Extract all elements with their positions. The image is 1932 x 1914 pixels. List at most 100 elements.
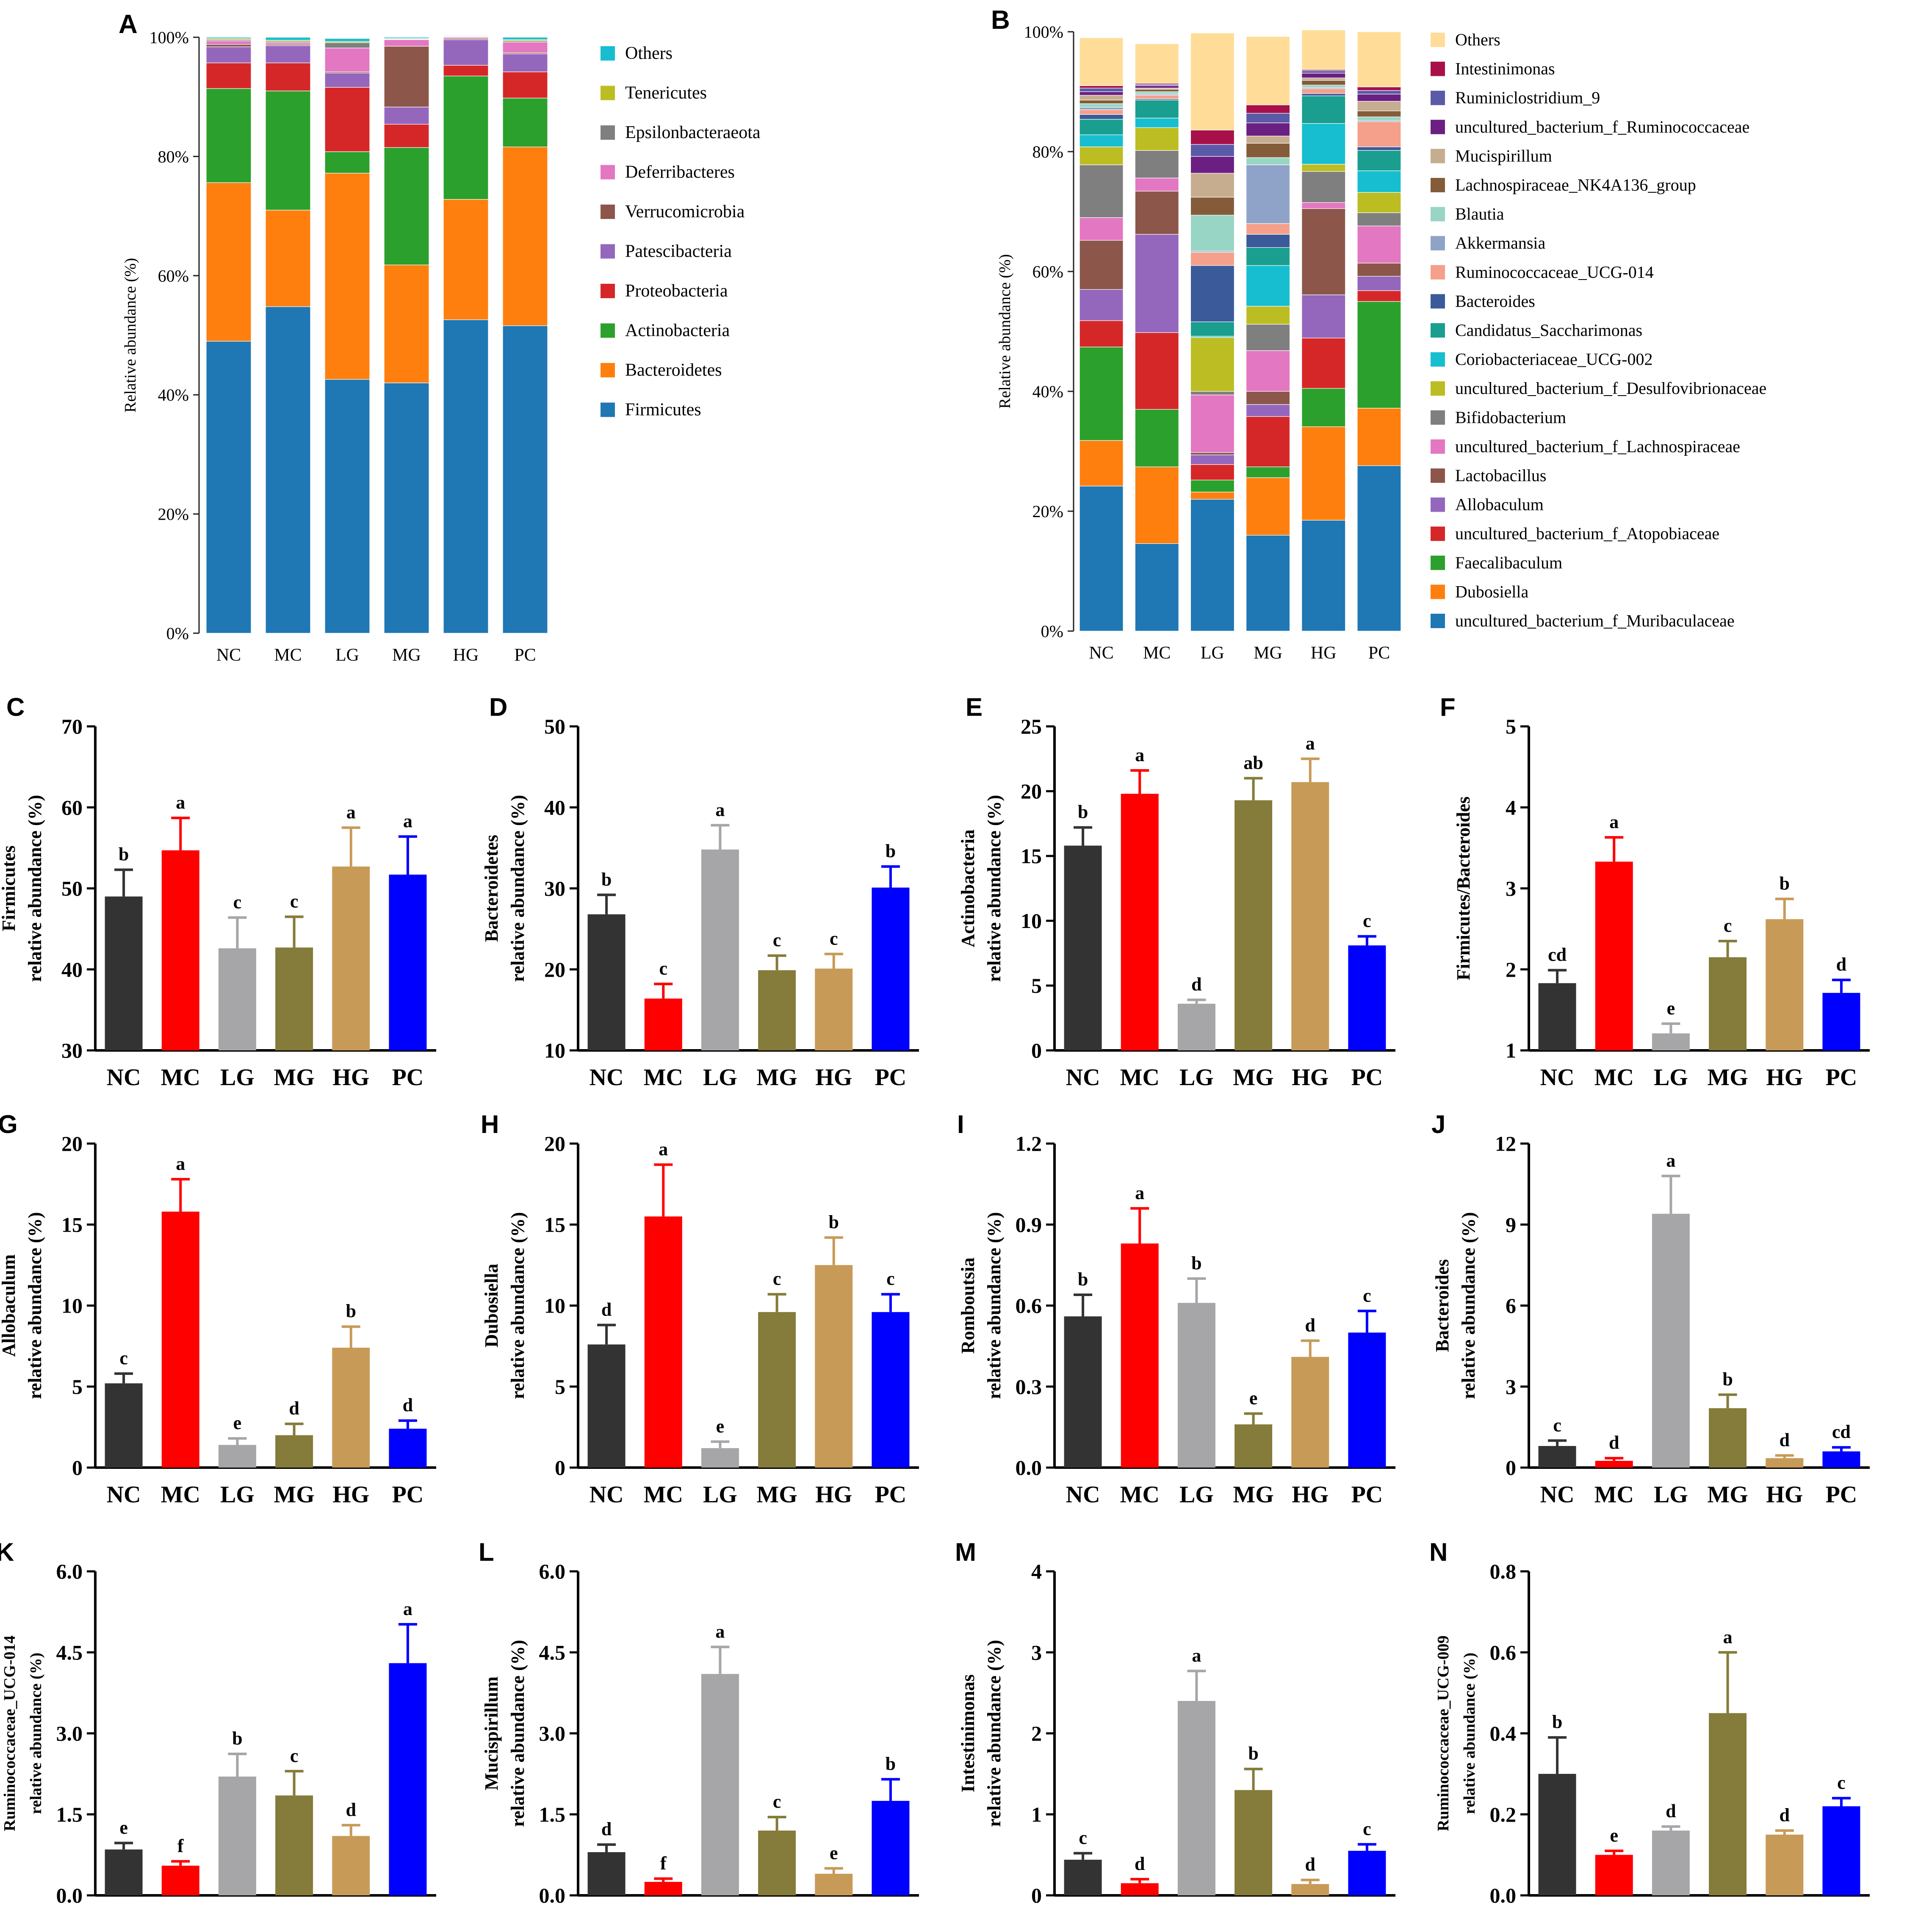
legend-label: Actinobacteria — [625, 321, 730, 341]
y-tick-label: 15 — [61, 1213, 83, 1236]
stack-segment — [443, 75, 489, 200]
legend-swatch — [601, 46, 615, 61]
significance-letter: b — [232, 1728, 242, 1749]
legend-swatch — [1431, 555, 1445, 570]
y-tick-label: 1 — [1506, 1039, 1516, 1062]
bar — [218, 1445, 256, 1468]
x-tick-label: PC — [1351, 1482, 1383, 1508]
panel-k: K 0.0 1.5 3.0 4.5 6.0 Ruminococcaceae_UCG-014 r… — [0, 1538, 436, 1914]
y-tick-label: 70 — [61, 715, 83, 738]
x-tick-label: LG — [703, 1482, 737, 1508]
stack-segment — [1246, 136, 1290, 144]
significance-letter: e — [1667, 998, 1675, 1019]
stack-segment — [1135, 234, 1179, 333]
stack-segment — [1135, 332, 1179, 410]
y-tick-label: 5 — [1506, 715, 1516, 738]
y-tick-label: 0.0 — [1490, 1884, 1517, 1907]
legend-label: Others — [1455, 30, 1500, 49]
y-axis-label: Firmicutes/Bacteroides — [1453, 796, 1474, 980]
y-axis-label: Firmicutes — [0, 845, 19, 931]
stack-segment — [265, 37, 311, 41]
y-tick-label: 0.0 — [539, 1884, 566, 1907]
x-tick-label: HG — [332, 1064, 369, 1091]
stack-segment — [502, 37, 548, 40]
y-tick-label: 50 — [61, 877, 83, 900]
stack-segment — [1079, 37, 1124, 86]
significance-letter: b — [1722, 1369, 1733, 1390]
bar — [1709, 1408, 1747, 1468]
x-tick-label: LG — [335, 645, 359, 665]
stack-segment — [1301, 294, 1346, 338]
bar — [1121, 794, 1159, 1050]
significance-letter: c — [1363, 911, 1371, 931]
legend-label: Bifidobacterium — [1455, 408, 1566, 427]
y-axis-label: relative abundance (%) — [507, 1212, 528, 1399]
panel-letter: K — [0, 1538, 14, 1566]
stack-segment — [1301, 73, 1346, 78]
x-tick-label: HG — [1292, 1909, 1329, 1914]
y-tick-label: 20 — [544, 958, 565, 981]
stack-segment — [1357, 116, 1401, 121]
stack-segment — [1246, 350, 1290, 392]
stack-segment — [1190, 197, 1235, 216]
bar — [1064, 845, 1102, 1050]
stack-segment — [1301, 80, 1346, 86]
y-axis-label: relative abundance (%) — [984, 795, 1005, 982]
y-axis-label: relative abundance (%) — [1461, 1653, 1478, 1814]
stack-segment — [1246, 157, 1290, 165]
x-tick-label: NC — [590, 1909, 624, 1914]
stack-segment — [1357, 147, 1401, 151]
x-tick-label: LG — [220, 1909, 255, 1914]
stack-segment — [1190, 464, 1235, 481]
legend-swatch — [601, 86, 615, 100]
stack-segment — [1301, 88, 1346, 94]
y-tick-label: 5 — [72, 1375, 83, 1399]
stack-segment — [1079, 217, 1124, 241]
y-tick-label: 0.0 — [56, 1884, 83, 1907]
legend-label: Lachnospiraceae_NK4A136_group — [1455, 175, 1696, 194]
x-tick-label: PC — [1826, 1482, 1857, 1508]
bar — [161, 1865, 199, 1895]
bar — [1822, 1451, 1860, 1468]
significance-letter: b — [1078, 802, 1088, 823]
panel-g: G 0 5 10 15 20 Allobaculum relative abundance (… — [0, 1110, 436, 1508]
y-tick-label: 2 — [1506, 958, 1516, 981]
stack-segment — [1246, 265, 1290, 307]
panel-letter: J — [1431, 1110, 1445, 1138]
legend-swatch — [1431, 61, 1445, 76]
y-tick-label: 0.4 — [1490, 1722, 1517, 1745]
y-tick-label: 3 — [1031, 1640, 1042, 1664]
stack-segment — [1246, 391, 1290, 405]
y-tick-label: 15 — [544, 1213, 565, 1236]
y-tick-label: 3.0 — [56, 1722, 83, 1745]
stack-segment — [1079, 320, 1124, 347]
significance-letter: c — [886, 1269, 895, 1289]
stack-segment — [206, 37, 252, 39]
x-tick-label: MC — [644, 1909, 683, 1914]
y-tick-label: 10 — [1021, 909, 1042, 933]
stack-segment — [1301, 123, 1346, 165]
stack-segment — [443, 199, 489, 320]
y-axis-label: Romboutsia — [958, 1258, 978, 1354]
x-tick-label: PC — [1351, 1909, 1383, 1914]
stack-segment — [1246, 466, 1290, 478]
legend-swatch — [601, 363, 615, 377]
panel-e: E 0 5 10 15 20 25 Actinobacteria relative abunda… — [958, 693, 1395, 1091]
stack-segment — [1301, 208, 1346, 295]
stack-segment — [1301, 520, 1346, 632]
y-tick-label: 0.6 — [1490, 1640, 1517, 1664]
stack-segment — [1190, 391, 1235, 396]
x-tick-label: MG — [756, 1482, 797, 1508]
x-tick-label: HG — [1766, 1482, 1803, 1508]
y-axis-label: Relative abundance (%) — [996, 254, 1014, 409]
stack-segment — [206, 341, 252, 634]
bar — [872, 1800, 910, 1895]
bar — [1348, 945, 1386, 1050]
stack-segment — [1301, 426, 1346, 521]
stack-segment — [1357, 465, 1401, 632]
significance-letter: d — [346, 1799, 356, 1820]
legend-swatch — [1431, 468, 1445, 483]
stack-segment — [443, 65, 489, 77]
significance-letter: a — [659, 1139, 668, 1160]
significance-letter: b — [829, 1212, 839, 1233]
